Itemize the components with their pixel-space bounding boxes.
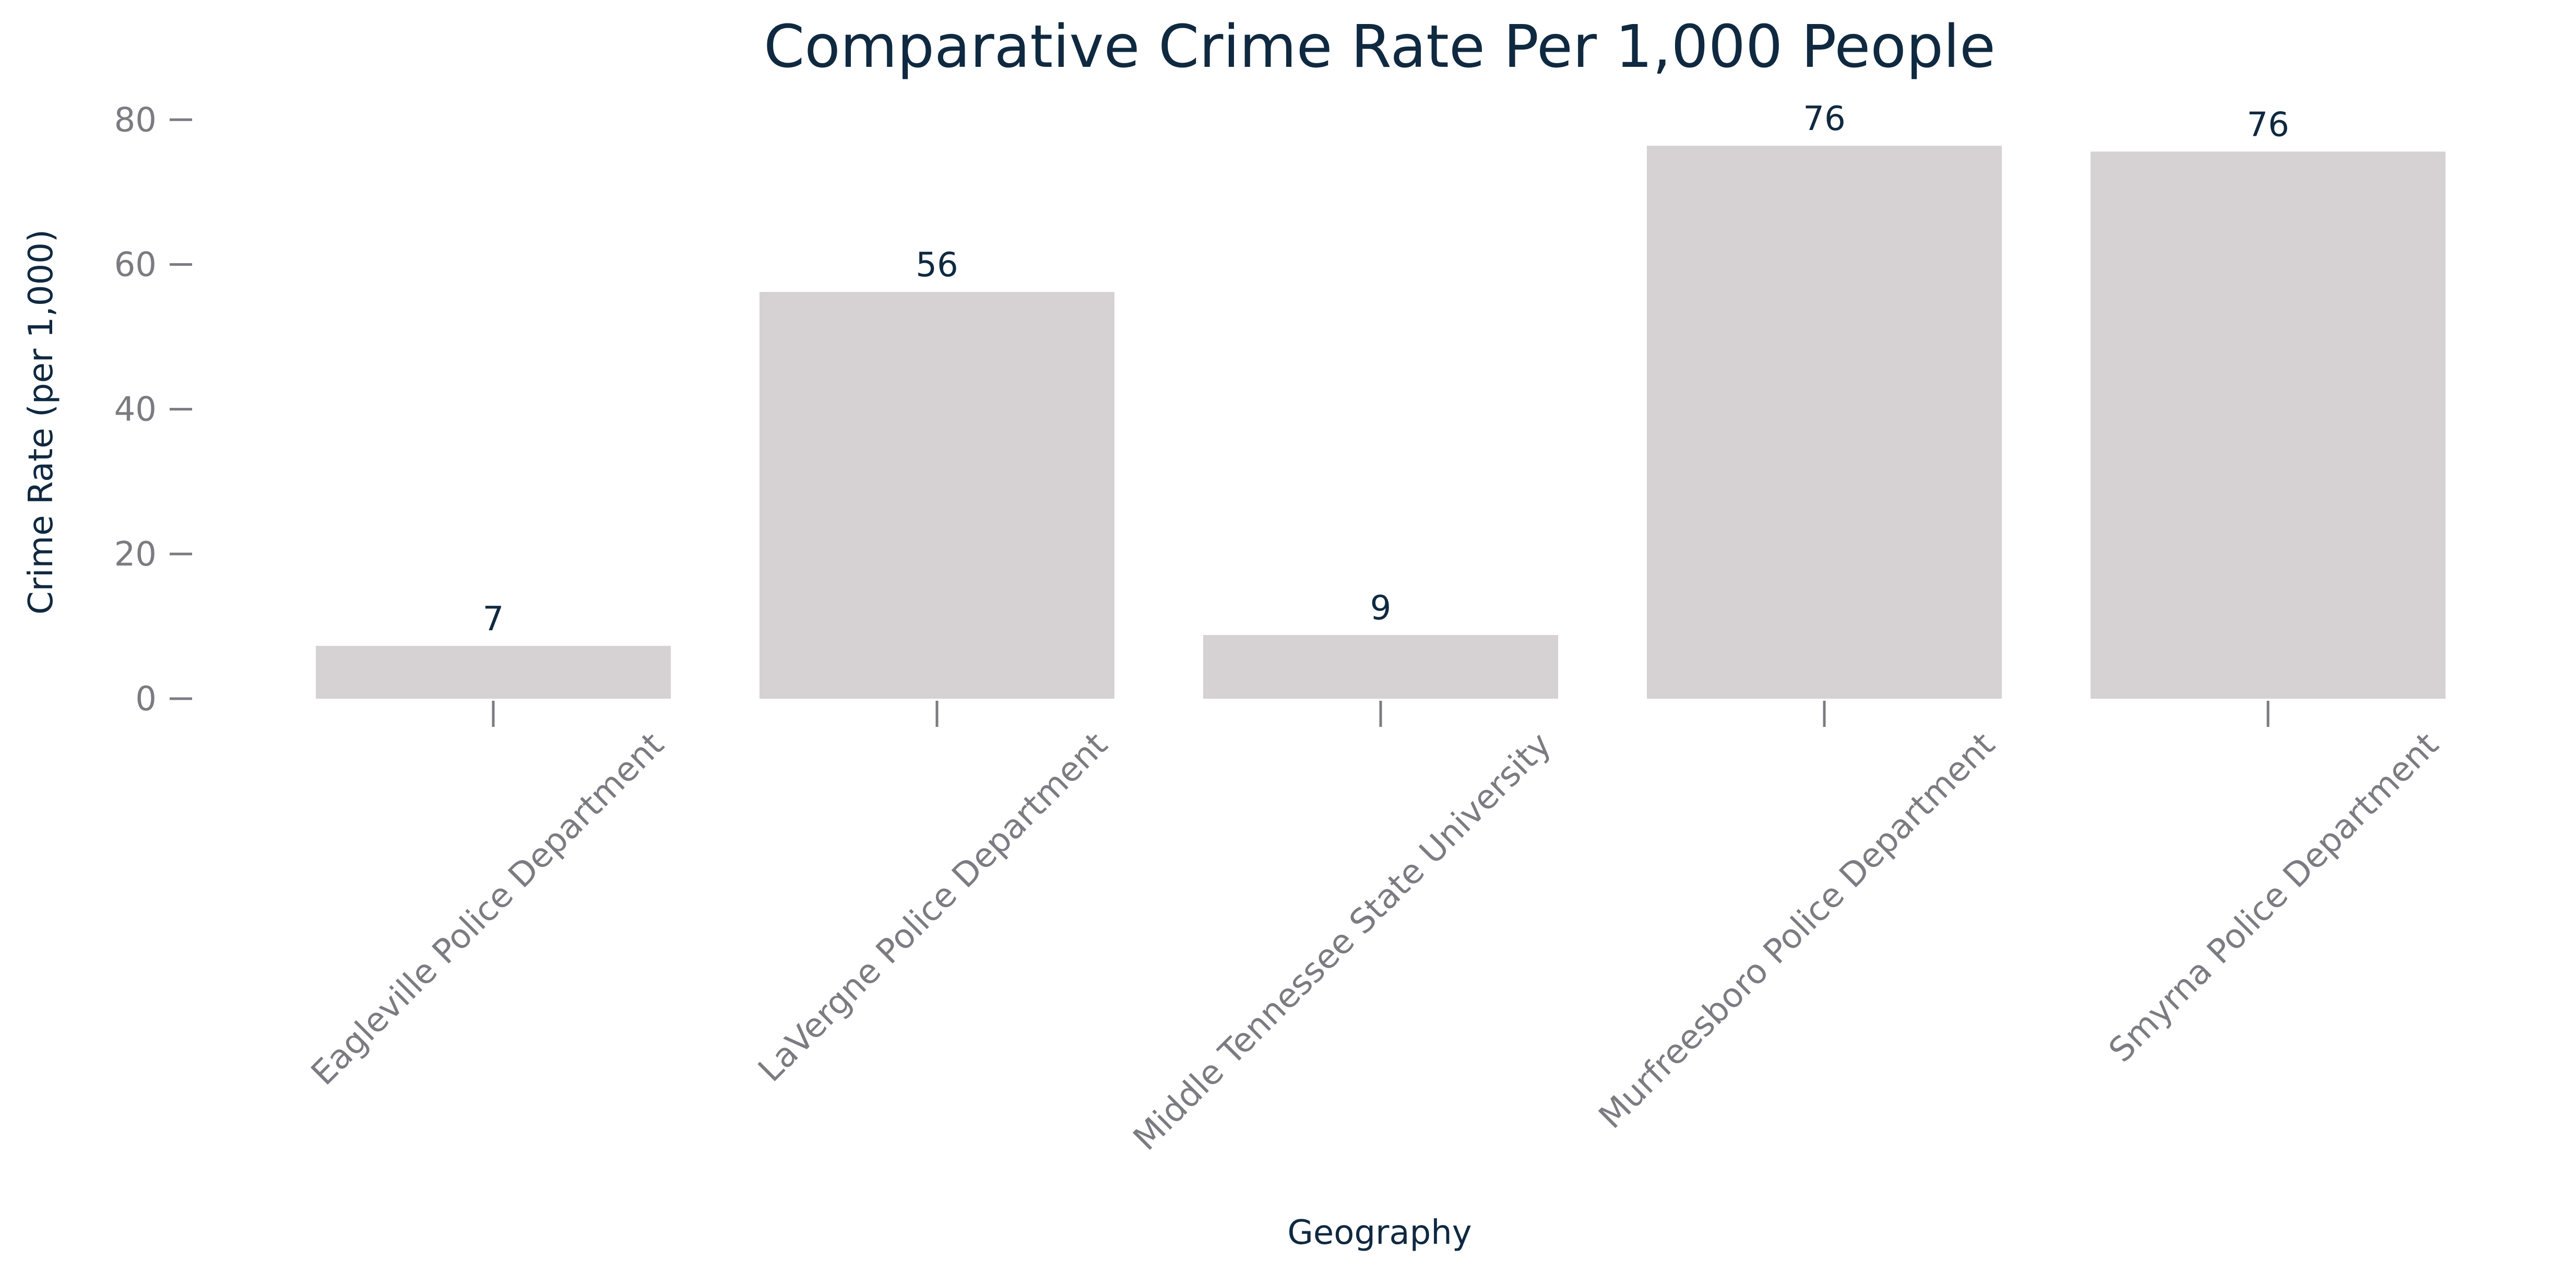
bar: [759, 292, 1114, 699]
bar: [1203, 635, 1558, 699]
bar: [1647, 146, 2002, 699]
x-tick-label: Murfreesboro Police Department: [1592, 725, 2002, 1136]
y-tick-label: 60: [114, 245, 157, 284]
x-tick-label: Smyrna Police Department: [2102, 725, 2446, 1070]
y-tick-label: 40: [114, 391, 157, 429]
x-tick-label: Middle Tennessee State University: [1126, 725, 1559, 1158]
data-labels: 7 56 9 76 76: [483, 100, 2289, 639]
bars: [316, 146, 2446, 699]
bar: [316, 645, 671, 699]
chart-title: Comparative Crime Rate Per 1,000 People: [764, 13, 1996, 81]
bar: [2091, 151, 2446, 699]
x-tick-label: LaVergne Police Department: [751, 725, 1115, 1089]
x-axis-title: Geography: [1287, 1214, 1471, 1252]
data-label: 56: [916, 246, 958, 285]
y-tick-label: 0: [135, 680, 157, 719]
y-axis-title: Crime Rate (per 1,000): [22, 229, 61, 615]
x-axis: Eagleville Police Department LaVergne Pol…: [304, 701, 2446, 1158]
y-axis: 0 20 40 60 80: [114, 101, 192, 719]
data-label: 7: [483, 600, 504, 639]
y-tick-label: 80: [114, 101, 157, 139]
data-label: 9: [1370, 589, 1392, 628]
x-tick-label: Eagleville Police Department: [304, 725, 671, 1093]
y-tick-label: 20: [114, 535, 157, 574]
data-label: 76: [2247, 105, 2289, 144]
data-label: 76: [1803, 100, 1845, 138]
